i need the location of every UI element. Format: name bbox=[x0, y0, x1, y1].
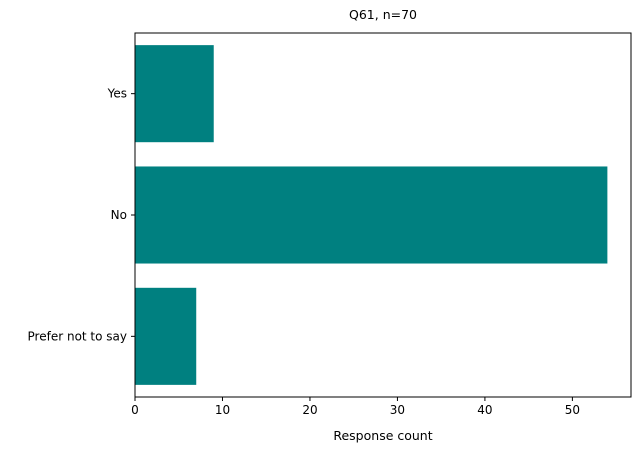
chart-title: Q61, n=70 bbox=[349, 7, 417, 22]
bar-2 bbox=[135, 287, 197, 385]
x-tick-label: 30 bbox=[390, 403, 405, 417]
x-axis-label: Response count bbox=[333, 428, 432, 443]
x-tick-label: 20 bbox=[302, 403, 317, 417]
x-tick-label: 10 bbox=[215, 403, 230, 417]
x-tick-label: 0 bbox=[131, 403, 139, 417]
y-tick-label: Yes bbox=[107, 87, 127, 101]
x-tick-label: 40 bbox=[477, 403, 492, 417]
y-tick-label: Prefer not to say bbox=[28, 329, 127, 343]
bar-0 bbox=[135, 45, 214, 143]
plot-frame bbox=[134, 32, 632, 398]
x-tick-label: 50 bbox=[565, 403, 580, 417]
y-tick-label: No bbox=[111, 208, 127, 222]
bar-1 bbox=[135, 166, 608, 264]
